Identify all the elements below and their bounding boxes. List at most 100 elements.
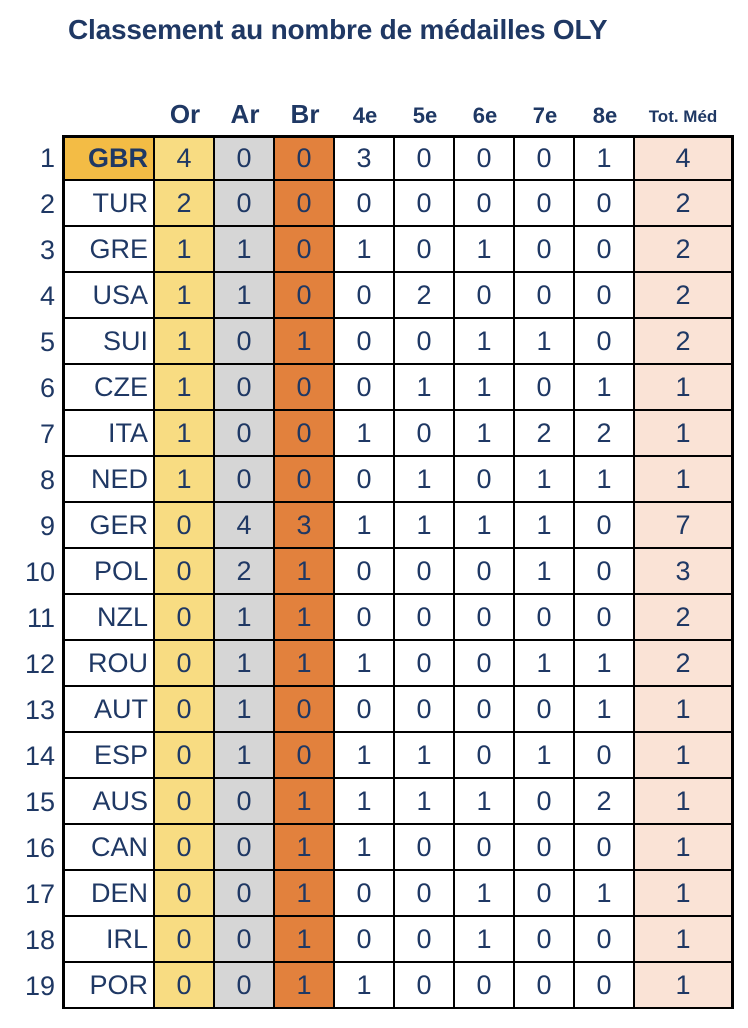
cell-or: 1 [155, 319, 215, 363]
row-cells: ESP 0 1 0 1 1 0 1 0 1 [62, 733, 734, 779]
cell-6e: 1 [455, 871, 515, 915]
cell-br: 1 [275, 641, 335, 685]
cell-or: 0 [155, 779, 215, 823]
table-row: 1 GBR 4 0 0 3 0 0 0 1 4 [0, 135, 748, 181]
country-cell: GER [65, 503, 155, 547]
cell-5e: 2 [395, 273, 455, 317]
cell-8e: 0 [575, 963, 635, 1007]
rank-cell: 3 [39, 234, 55, 265]
rank-cell: 16 [24, 832, 55, 863]
cell-7e: 1 [515, 503, 575, 547]
cell-5e: 0 [395, 319, 455, 363]
cell-br: 0 [275, 227, 335, 271]
cell-5e: 0 [395, 227, 455, 271]
cell-5e: 0 [395, 871, 455, 915]
cell-4e: 1 [335, 733, 395, 777]
cell-5e: 0 [395, 138, 455, 179]
cell-8e: 1 [575, 138, 635, 179]
country-cell: NZL [65, 595, 155, 639]
cell-7e: 0 [515, 917, 575, 961]
table-row: 6 CZE 1 0 0 0 1 1 0 1 1 [0, 365, 748, 411]
cell-tot-med: 1 [635, 411, 731, 455]
table-row: 13 AUT 0 1 0 0 0 0 0 1 1 [0, 687, 748, 733]
cell-4e: 0 [335, 871, 395, 915]
cell-tot-med: 2 [635, 319, 731, 363]
cell-6e: 0 [455, 687, 515, 731]
row-cells: USA 1 1 0 0 2 0 0 0 2 [62, 273, 734, 319]
table-row: 16 CAN 0 0 1 1 0 0 0 0 1 [0, 825, 748, 871]
cell-or: 0 [155, 963, 215, 1007]
cell-tot-med: 2 [635, 273, 731, 317]
cell-6e: 0 [455, 825, 515, 869]
cell-8e: 0 [575, 273, 635, 317]
cell-ar: 0 [215, 319, 275, 363]
cell-6e: 1 [455, 917, 515, 961]
cell-6e: 0 [455, 181, 515, 225]
country-cell: AUT [65, 687, 155, 731]
rank-cell: 14 [24, 740, 55, 771]
cell-8e: 0 [575, 733, 635, 777]
cell-5e: 0 [395, 963, 455, 1007]
cell-8e: 0 [575, 319, 635, 363]
cell-7e: 0 [515, 779, 575, 823]
cell-8e: 0 [575, 825, 635, 869]
row-cells: CAN 0 0 1 1 0 0 0 0 1 [62, 825, 734, 871]
cell-4e: 0 [335, 181, 395, 225]
cell-6e: 1 [455, 227, 515, 271]
header-or: Or [169, 99, 201, 129]
country-cell: NED [65, 457, 155, 501]
country-cell: CZE [65, 365, 155, 409]
cell-br: 0 [275, 457, 335, 501]
cell-or: 4 [155, 138, 215, 179]
row-cells: GRE 1 1 0 1 0 1 0 0 2 [62, 227, 734, 273]
rank-cell: 12 [24, 648, 55, 679]
cell-6e: 0 [455, 549, 515, 593]
country-cell: ITA [65, 411, 155, 455]
cell-8e: 0 [575, 595, 635, 639]
cell-4e: 0 [335, 319, 395, 363]
rank-cell: 13 [24, 694, 55, 725]
cell-4e: 0 [335, 917, 395, 961]
cell-6e: 1 [455, 365, 515, 409]
table-row: 12 ROU 0 1 1 1 0 0 1 1 2 [0, 641, 748, 687]
cell-tot-med: 1 [635, 779, 731, 823]
cell-or: 0 [155, 733, 215, 777]
cell-7e: 0 [515, 227, 575, 271]
cell-6e: 0 [455, 963, 515, 1007]
table-header: Or Ar Br 4e 5e 6e 7e 8e Tot. Méd [0, 90, 748, 135]
cell-or: 0 [155, 687, 215, 731]
cell-br: 1 [275, 825, 335, 869]
cell-5e: 1 [395, 457, 455, 501]
cell-5e: 0 [395, 825, 455, 869]
cell-7e: 0 [515, 273, 575, 317]
cell-6e: 0 [455, 733, 515, 777]
cell-or: 1 [155, 365, 215, 409]
cell-8e: 0 [575, 227, 635, 271]
cell-br: 1 [275, 779, 335, 823]
cell-6e: 1 [455, 503, 515, 547]
country-cell: GBR [65, 138, 155, 179]
header-5e: 5e [412, 103, 438, 128]
cell-5e: 0 [395, 917, 455, 961]
table-row: 5 SUI 1 0 1 0 0 1 1 0 2 [0, 319, 748, 365]
rank-cell: 15 [24, 786, 55, 817]
cell-6e: 0 [455, 273, 515, 317]
rank-cell: 4 [39, 280, 55, 311]
country-cell: USA [65, 273, 155, 317]
cell-4e: 0 [335, 549, 395, 593]
header-br: Br [290, 99, 320, 129]
rank-cell: 18 [24, 924, 55, 955]
row-cells: ITA 1 0 0 1 0 1 2 2 1 [62, 411, 734, 457]
country-cell: GRE [65, 227, 155, 271]
cell-or: 0 [155, 641, 215, 685]
cell-br: 1 [275, 549, 335, 593]
rank-cell: 10 [24, 556, 55, 587]
cell-or: 1 [155, 411, 215, 455]
cell-8e: 0 [575, 503, 635, 547]
cell-tot-med: 1 [635, 963, 731, 1007]
table-row: 15 AUS 0 0 1 1 1 1 0 2 1 [0, 779, 748, 825]
cell-7e: 1 [515, 319, 575, 363]
cell-tot-med: 2 [635, 595, 731, 639]
cell-7e: 0 [515, 365, 575, 409]
rank-cell: 17 [24, 878, 55, 909]
